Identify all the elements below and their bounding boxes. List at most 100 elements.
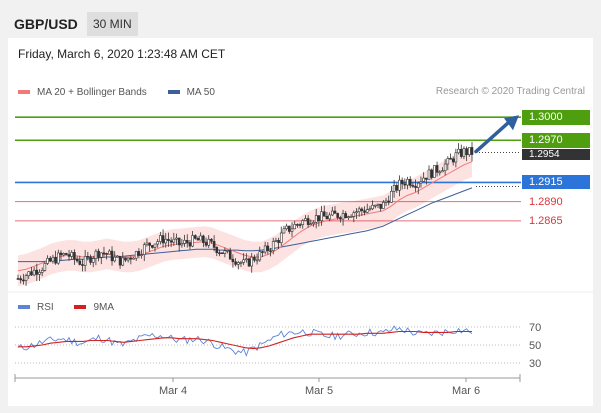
candle-body [70,252,74,257]
rsi-legend: RSI 9MA [18,301,132,313]
candle-body [97,250,100,258]
candle-body [406,179,409,186]
ma20-swatch [18,90,30,94]
candle-body [301,220,305,225]
rsi-tick-label: 70 [529,322,541,334]
candle-body [277,240,280,243]
candle-body [371,204,374,210]
candle-body [451,158,455,163]
candle-body [91,258,95,263]
candle-body [360,208,364,211]
candle-body [59,252,63,256]
candle-body [317,215,321,221]
candle-body [220,252,224,255]
candle-body [180,243,184,246]
candle-body [73,252,76,260]
candle-body [27,271,31,276]
bollinger-band [18,146,472,287]
candle-body [363,210,366,213]
candle-body [207,238,211,246]
candle-body [449,158,452,160]
candle-body [134,251,138,259]
candle-body [250,256,254,267]
candle-body [121,257,125,266]
candle-body [199,235,202,241]
candle-body [226,250,229,252]
symbol-title: GBP/USD [14,16,78,32]
ma50-swatch [167,90,180,94]
candle-body [81,264,84,266]
candle-body [247,258,251,267]
candle-body [266,245,270,251]
candle-body [89,256,92,263]
candle-body [352,212,356,217]
price-legend: MA 20 + Bollinger Bands MA 50 [18,86,233,98]
candle-body [129,257,133,260]
candle-body [145,242,149,246]
candle-body [175,237,178,240]
candle-body [382,202,385,209]
candle-body [108,250,111,255]
legend-ma20-label: MA 20 + Bollinger Bands [37,86,147,98]
x-tick-label: Mar 5 [305,385,333,397]
candle-body [408,179,412,186]
candle-body [142,244,146,255]
candle-body [255,259,259,262]
candle-body [395,185,399,191]
candle-body [438,171,442,174]
candle-body [258,251,262,261]
candle-body [228,250,232,260]
candle-body [430,169,434,178]
rsi-swatch [18,305,30,309]
candle-body [282,228,286,234]
forecast-arrow-shaft [474,119,512,154]
candle-body [51,256,55,262]
candle-body [35,269,39,275]
candle-body [365,209,369,213]
candle-body [153,243,157,248]
candle-body [403,183,407,186]
candle-body [78,260,82,265]
candle-body [242,259,245,263]
candle-body [309,223,313,226]
candle-body [373,204,377,207]
candle-body [110,250,114,262]
candle-body [344,213,348,219]
candle-body [400,179,404,185]
candle-body [462,148,466,157]
level-label-pivot: 1.2915 [522,175,590,190]
candle-body [156,241,159,245]
candle-body [390,190,393,203]
candle-body [398,179,401,191]
candle-body [172,238,176,243]
x-tick-label: Mar 6 [452,385,480,397]
candle-body [470,147,474,155]
timeframe-badge[interactable]: 30 MIN [87,12,138,36]
candle-body [306,218,310,225]
candle-body [191,235,194,247]
candle-body [325,215,329,220]
rsi-line [17,325,473,357]
candle-body [384,200,388,203]
candle-body [368,208,372,211]
candle-body [425,177,428,180]
forecast-arrow-head [504,115,519,131]
candle-body [99,252,103,258]
candle-body [204,242,208,246]
candle-body [94,250,98,259]
candle-body [446,158,450,165]
nine-ma-swatch [74,305,87,309]
candle-body [19,278,22,281]
candle-body [102,252,106,255]
legend-9ma-label: 9MA [93,301,115,313]
candle-body [333,210,337,214]
candle-body [62,253,65,256]
rsi-tick-label: 50 [529,340,541,352]
candle-body [314,215,318,223]
candle-body [465,148,468,156]
candle-body [188,242,192,247]
candle-body [339,217,342,220]
candle-body [459,148,463,157]
candle-body [65,253,68,255]
